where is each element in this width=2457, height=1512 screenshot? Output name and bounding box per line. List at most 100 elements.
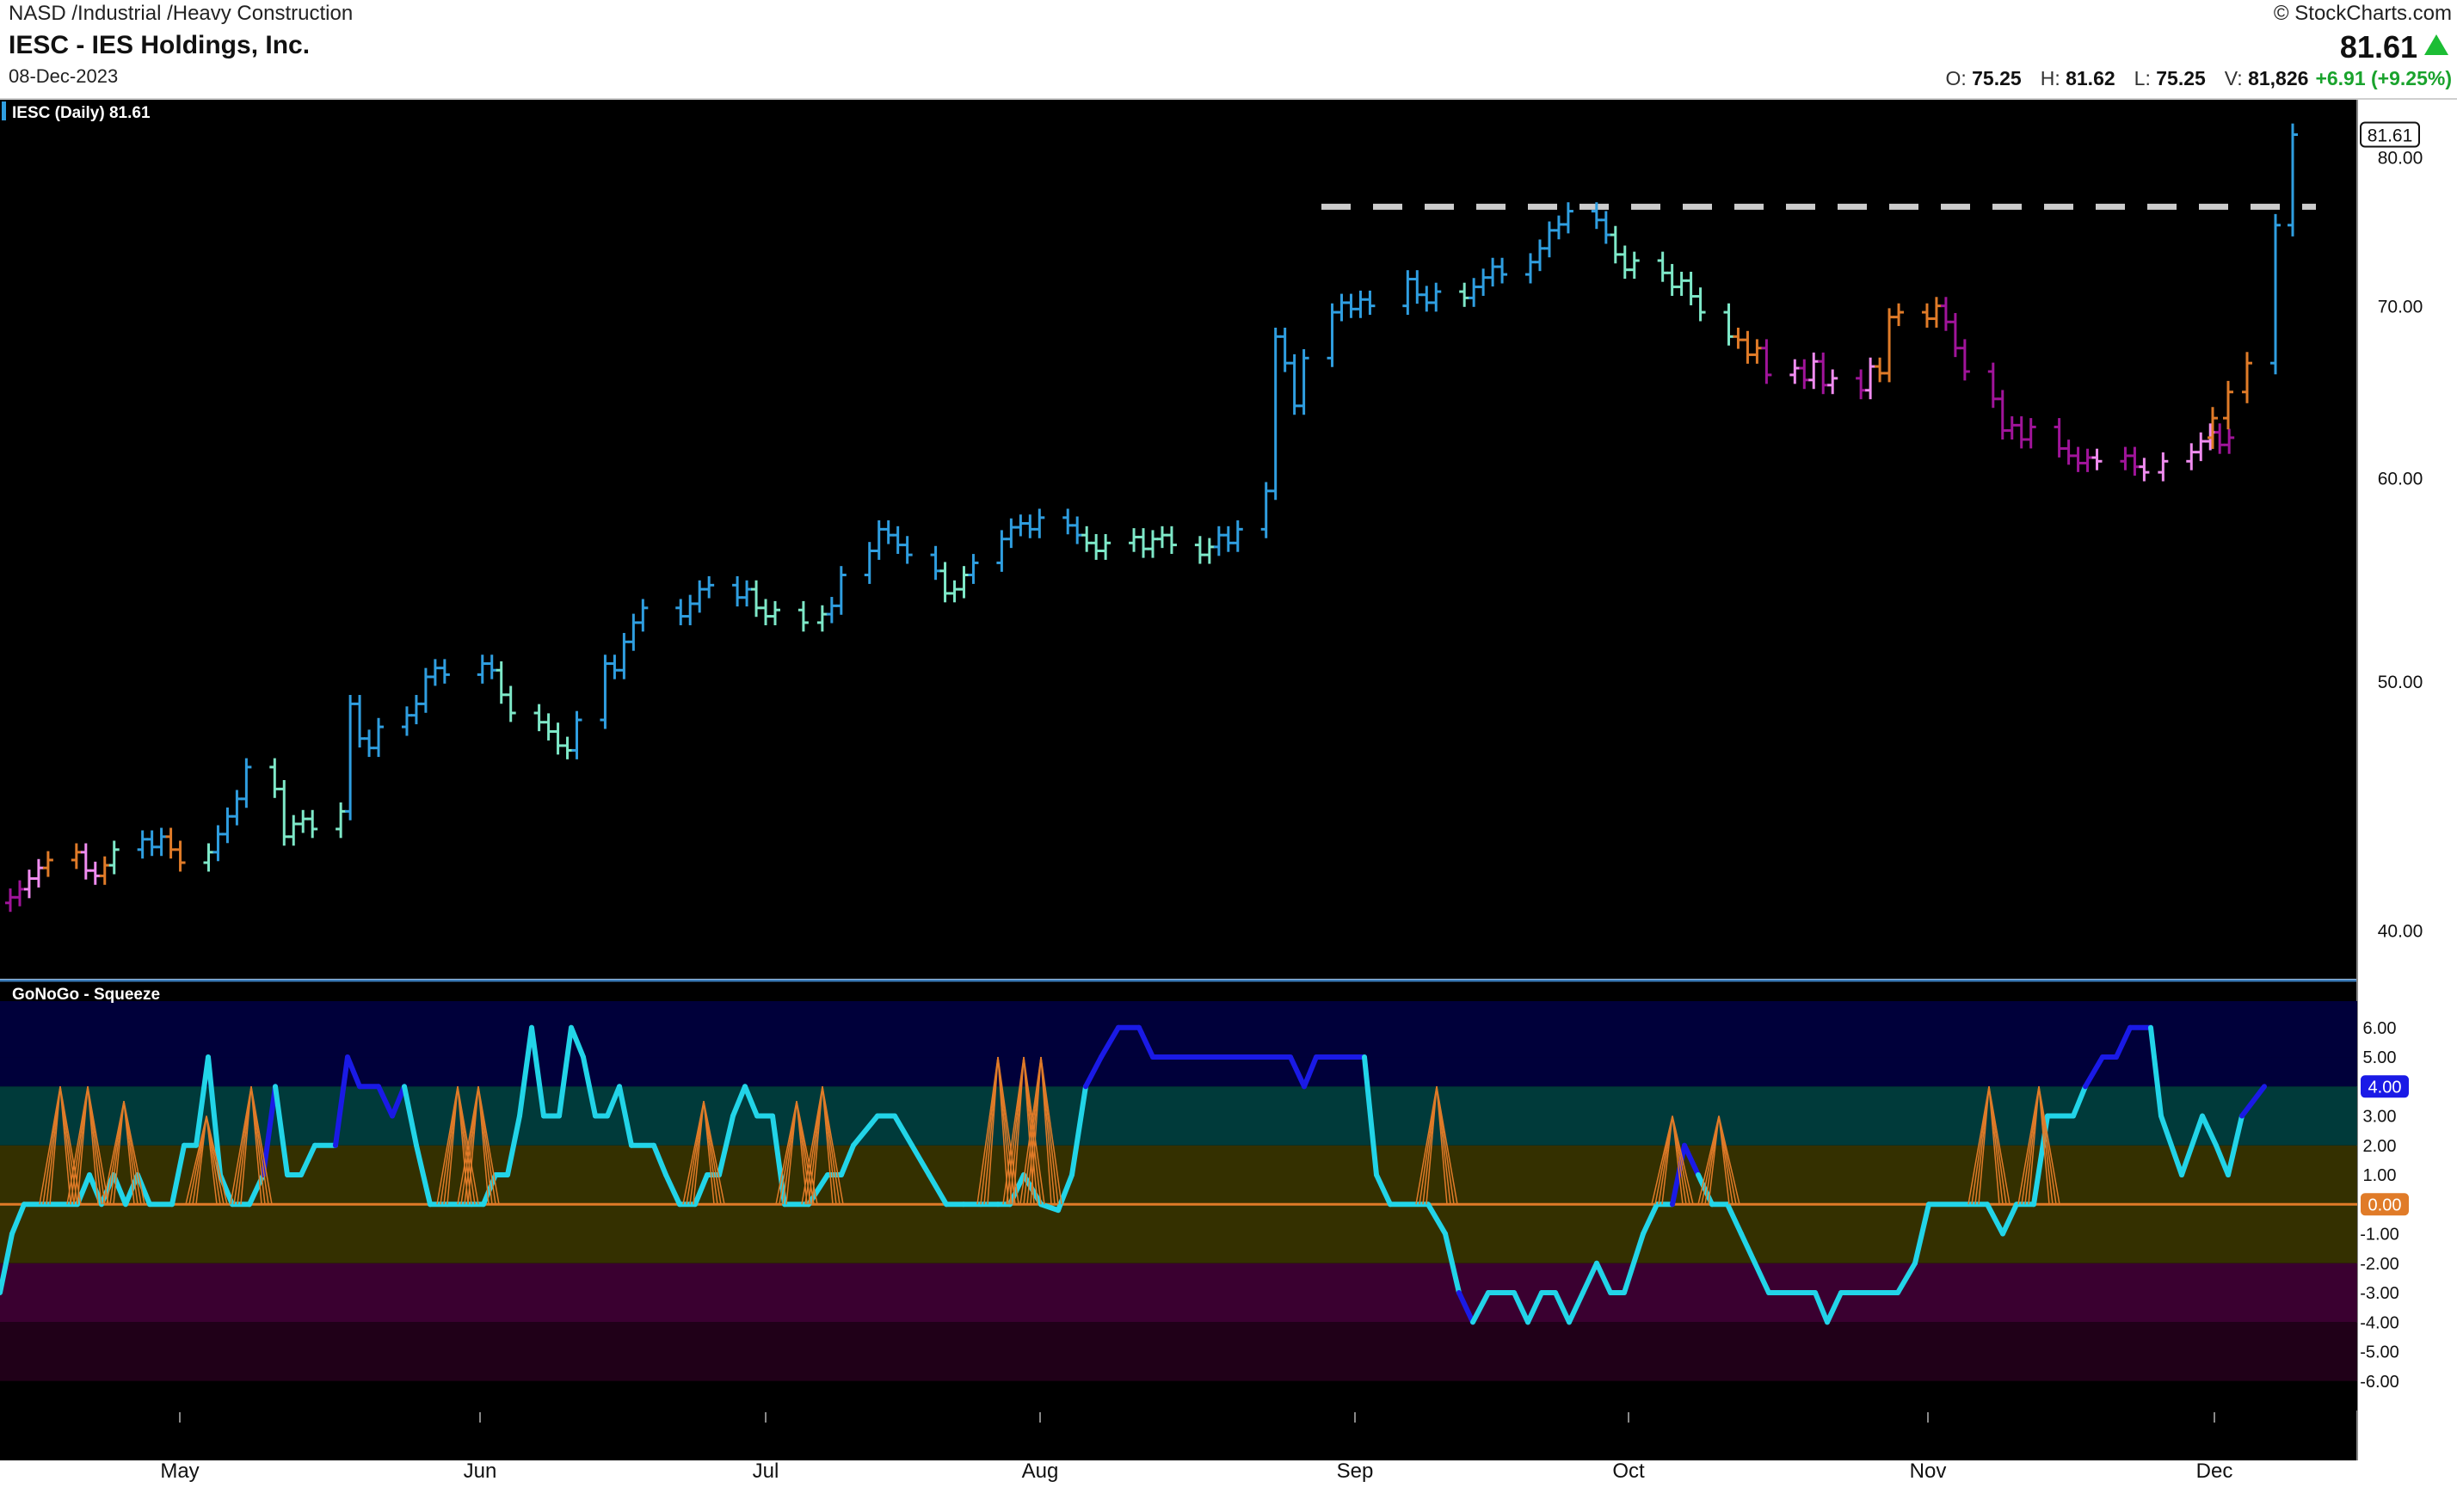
oscillator-segment	[218, 1172, 235, 1208]
price-bar	[902, 536, 913, 564]
squeeze-spike	[1415, 1086, 1458, 1205]
oscillator-band	[0, 1322, 2357, 1381]
price-bar	[571, 710, 582, 759]
oscillator-segment	[261, 1084, 278, 1178]
oscillator-segment	[1470, 1290, 1491, 1325]
price-bar	[1034, 508, 1045, 538]
oscillator-segment	[1641, 1202, 1660, 1237]
oscillator-segment	[206, 1054, 223, 1178]
high-value: 81.62	[2066, 67, 2115, 89]
oscillator-segment	[2114, 1024, 2133, 1060]
change-value: +6.91 (+9.25%)	[2315, 67, 2452, 89]
last-value-label: 81.61	[2368, 126, 2413, 146]
osc-last-label: 4.00	[2368, 1078, 2402, 1097]
price-bar	[2208, 407, 2218, 449]
osc-tick-label: -3.00	[2360, 1284, 2399, 1303]
oscillator-segment	[1136, 1024, 1155, 1060]
oscillator-segment	[169, 1142, 187, 1208]
price-bar	[2158, 452, 2169, 482]
month-label: May	[160, 1460, 199, 1483]
oscillator-segment	[123, 1172, 140, 1208]
zero-flag	[2361, 1193, 2409, 1216]
osc-tick-label: -5.00	[2360, 1343, 2399, 1362]
oscillator-segment	[2214, 1142, 2231, 1178]
price-bar	[307, 809, 318, 839]
oscillator-segment	[2148, 1024, 2164, 1119]
chart-header: NASD /Industrial /Heavy Construction IES…	[0, 0, 2457, 100]
low-value: 75.25	[2156, 67, 2206, 89]
price-bar	[1497, 257, 1508, 284]
open-value: 75.25	[1972, 67, 2022, 89]
price-tick-label: 40.00	[2378, 922, 2423, 942]
oscillator-segment	[390, 1084, 407, 1119]
oscillator-segment	[1302, 1054, 1319, 1090]
oscillator-segment	[770, 1113, 787, 1208]
oscillator-segment	[1985, 1202, 2005, 1237]
volume-value: 81,826	[2248, 67, 2309, 89]
chart-title: IESC - IES Holdings, Inc.	[9, 31, 311, 59]
osc-tick-label: 5.00	[2363, 1048, 2397, 1067]
osc-tick-label: 2.00	[2363, 1137, 2397, 1156]
oscillator-segment	[2239, 1084, 2267, 1119]
oscillator-segment	[194, 1054, 211, 1148]
oscillator-segment	[1670, 1142, 1687, 1208]
oscillator-segment	[1525, 1290, 1544, 1325]
last-value-flag	[2360, 121, 2420, 148]
oscillator-segment	[1099, 1024, 1121, 1060]
oscillator-segment	[1682, 1142, 1701, 1178]
osc-tick-label: 3.00	[2363, 1108, 2397, 1127]
price-bar	[241, 758, 252, 808]
oscillator-segment	[2179, 1113, 2205, 1178]
oscillator-segment	[651, 1142, 668, 1178]
month-label: Nov	[1910, 1460, 1947, 1483]
oscillator-segment	[414, 1142, 433, 1208]
oscillator-segment	[87, 1172, 104, 1208]
oscillator-segment	[2083, 1054, 2105, 1090]
oscillator-segment	[529, 1024, 546, 1119]
oscillator-segment	[1895, 1260, 1918, 1296]
oscillator-segment	[1512, 1290, 1530, 1325]
squeeze-spike	[230, 1086, 273, 1205]
oscillator-segment	[1622, 1231, 1646, 1296]
oscillator-segment	[605, 1084, 622, 1119]
month-label: Aug	[1022, 1460, 1059, 1483]
price-bar	[637, 599, 649, 632]
oscillator-segment	[1580, 1260, 1599, 1296]
price-bar	[1364, 290, 1376, 316]
price-bar	[2223, 380, 2233, 430]
oscillator-segment	[273, 1084, 290, 1178]
squeeze-spike	[682, 1101, 725, 1205]
oscillator-segment	[1912, 1202, 1931, 1266]
price-bar	[835, 566, 847, 615]
oscillator-band	[0, 1145, 2357, 1205]
price-bar	[108, 840, 120, 875]
squeeze-spike	[457, 1086, 500, 1205]
ohlc-readout: O: 75.25 H: 81.62 L: 75.25 V: 81,826 +6.91 (…	[1945, 67, 2452, 89]
price-bar	[1894, 303, 1905, 327]
price-bar	[505, 685, 516, 722]
oscillator-segment	[1813, 1290, 1830, 1325]
oscillator-segment	[345, 1054, 362, 1090]
price-bar	[2270, 213, 2281, 375]
oscillator-segment	[1752, 1260, 1771, 1296]
squeeze-spike	[1002, 1056, 1045, 1205]
oscillator-segment	[333, 1054, 350, 1148]
price-bar	[42, 851, 53, 877]
price-bar	[1827, 369, 1838, 395]
month-label: Jun	[464, 1460, 497, 1483]
squeeze-spike	[801, 1086, 844, 1205]
header-divider	[0, 98, 2457, 100]
squeeze-spike	[66, 1086, 109, 1205]
oscillator-segment	[839, 1142, 856, 1178]
month-label: Sep	[1337, 1460, 1374, 1483]
oscillator-segment	[2000, 1202, 2019, 1237]
price-bar	[704, 576, 715, 599]
oscillator-segment	[2071, 1084, 2088, 1119]
oscillator-segment	[1362, 1054, 1379, 1178]
oscillator-segment	[0, 1231, 15, 1296]
oscillator-segment	[1038, 1202, 1061, 1214]
oscillator-segment	[1069, 1084, 1088, 1178]
oscillator-segment	[517, 1024, 534, 1119]
price-bar	[2242, 352, 2252, 403]
